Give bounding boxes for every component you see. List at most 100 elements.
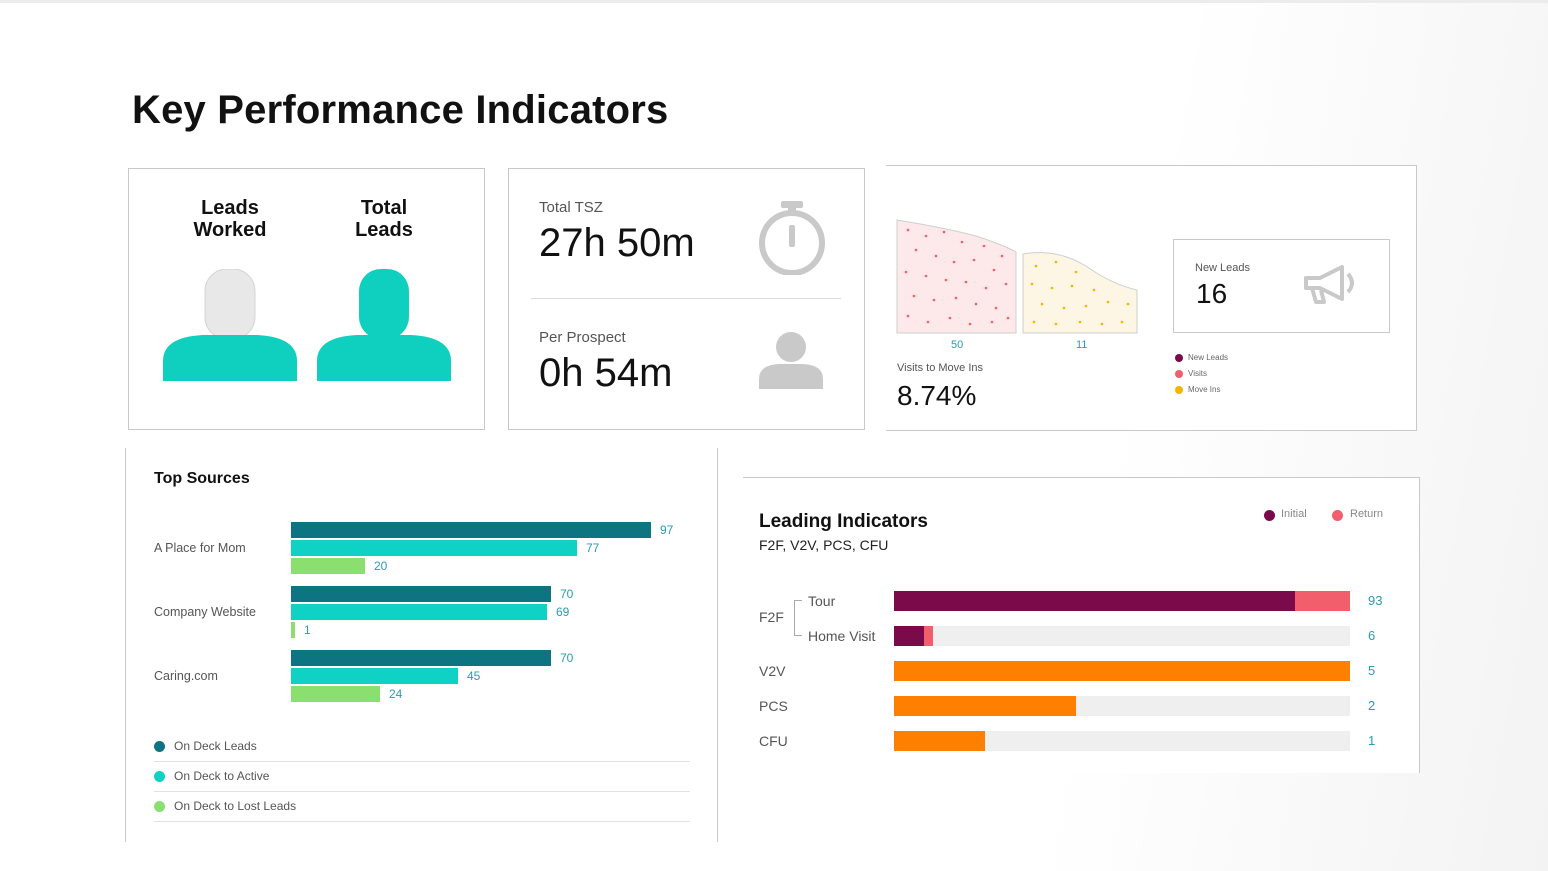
row-label-v2v: V2V xyxy=(759,663,786,679)
source-label-caring-com: Caring.com xyxy=(154,669,218,683)
top-sources-title: Top Sources xyxy=(154,470,250,487)
row-value-tour: 93 xyxy=(1368,593,1383,608)
bar-caring-com-on-deck-to-lost-leads xyxy=(291,686,380,702)
track-pcs xyxy=(894,696,1350,716)
user-icon xyxy=(759,332,823,389)
track-v2v xyxy=(894,661,1350,681)
bar-a-place-for-mom-on-deck-leads xyxy=(291,522,651,538)
legend-row-on-deck-to-active: On Deck to Active xyxy=(154,762,690,792)
top-sources-card: Top Sources A Place for Mom 97 77 20 Company… xyxy=(125,448,718,842)
visits-to-move-ins-label: Visits to Move Ins xyxy=(897,362,983,374)
total-tsz-label: Total TSZ xyxy=(539,199,603,216)
leads-card: Leads Worked 55 Total Leads 124 xyxy=(128,168,485,430)
bar-a-place-for-mom-on-deck-to-active xyxy=(291,540,577,556)
row-value-pcs: 2 xyxy=(1368,698,1376,713)
return-seg-home-visit xyxy=(923,626,933,646)
row-value-home-visit: 6 xyxy=(1368,628,1376,643)
fill-seg-v2v xyxy=(894,661,1350,681)
bar-company-website-on-deck-to-lost-leads xyxy=(291,622,295,638)
legend-dot-on-deck-to-lost xyxy=(154,801,165,812)
tsz-divider xyxy=(531,298,841,299)
top-sources-chart: A Place for Mom 97 77 20 Company Website 70 69… xyxy=(126,448,719,738)
bar-value-a-place-for-mom-on-deck-to-active: 77 xyxy=(586,541,600,555)
legend-label-move-ins: Move Ins xyxy=(1188,385,1221,394)
bar-caring-com-on-deck-to-active xyxy=(291,668,458,684)
per-prospect-value: 0h 54m xyxy=(539,351,673,395)
track-home-visit xyxy=(894,626,1350,646)
megaphone-icon xyxy=(1304,265,1354,304)
initial-seg-tour xyxy=(894,591,1296,611)
leading-indicators-title: Leading Indicators xyxy=(759,511,928,532)
leading-indicators-subtitle: F2F, V2V, PCS, CFU xyxy=(759,537,889,553)
bar-value-company-website-on-deck-leads: 70 xyxy=(560,587,574,601)
legend-dot-move-ins xyxy=(1175,386,1183,394)
legend-dot-visits xyxy=(1175,370,1183,378)
bar-value-a-place-for-mom-on-deck-to-lost-leads: 20 xyxy=(374,559,388,573)
bar-value-company-website-on-deck-to-lost-leads: 1 xyxy=(304,623,311,637)
new-leads-label: New Leads xyxy=(1195,262,1251,274)
bar-value-caring-com-on-deck-leads: 70 xyxy=(560,651,574,665)
bar-value-caring-com-on-deck-to-active: 45 xyxy=(467,669,481,683)
new-leads-value: 16 xyxy=(1196,278,1228,309)
per-prospect-label: Per Prospect xyxy=(539,329,626,346)
leading-indicators-card: Leading Indicators F2F, V2V, PCS, CFU In… xyxy=(743,477,1420,773)
new-leads-box: New Leads 16 xyxy=(1173,239,1390,333)
leads-worked-label: Leads Worked xyxy=(193,197,267,241)
row-label-tour: Tour xyxy=(808,593,836,609)
group-label-f2f: F2F xyxy=(759,609,784,625)
leading-indicators-chart: Tour 93 Home Visit 6 V2V 5 PCS 2 CFU 1 xyxy=(743,478,1420,774)
legend-dot-new-leads xyxy=(1175,354,1183,362)
total-tsz-value: 27h 50m xyxy=(539,221,695,265)
row-label-pcs: PCS xyxy=(759,698,788,714)
legend-label-on-deck-to-lost: On Deck to Lost Leads xyxy=(174,799,297,813)
bar-value-a-place-for-mom-on-deck-leads: 97 xyxy=(660,523,674,537)
bar-company-website-on-deck-leads xyxy=(291,586,551,602)
funnel-value-visits: 50 xyxy=(951,339,964,351)
source-label-a-place-for-mom: A Place for Mom xyxy=(154,541,246,555)
legend-row-on-deck-leads: On Deck Leads xyxy=(154,732,690,762)
person-grey-icon xyxy=(163,269,297,381)
legend-label-on-deck-leads: On Deck Leads xyxy=(174,739,257,753)
legend-row-on-deck-to-lost: On Deck to Lost Leads xyxy=(154,792,690,822)
bar-a-place-for-mom-on-deck-to-lost-leads xyxy=(291,558,365,574)
fill-seg-cfu xyxy=(894,731,986,751)
top-border xyxy=(0,0,1548,3)
fill-seg-pcs xyxy=(894,696,1077,716)
conversion-card: 50 11 Visits to Move Ins 8.74% New Leads… xyxy=(886,165,1417,431)
initial-seg-home-visit xyxy=(894,626,924,646)
page-title: Key Performance Indicators xyxy=(132,88,669,132)
legend-label-initial: Initial xyxy=(1281,508,1307,520)
track-cfu xyxy=(894,731,1350,751)
row-value-cfu: 1 xyxy=(1368,733,1376,748)
legend-dot-on-deck-to-active xyxy=(154,771,165,782)
stopwatch-icon xyxy=(759,201,825,275)
bar-value-caring-com-on-deck-to-lost-leads: 24 xyxy=(389,687,403,701)
f2f-bracket xyxy=(794,600,802,636)
source-label-company-website: Company Website xyxy=(154,605,256,619)
track-tour xyxy=(894,591,1350,611)
person-teal-icon xyxy=(317,269,451,381)
tsz-card: Total TSZ 27h 50m Per Prospect 0h 54m xyxy=(508,168,865,430)
legend-label-new-leads: New Leads xyxy=(1188,353,1229,362)
bar-company-website-on-deck-to-active xyxy=(291,604,547,620)
total-leads-value: 124 xyxy=(367,382,401,404)
visits-to-move-ins-value: 8.74% xyxy=(897,380,977,411)
legend-label-visits: Visits xyxy=(1188,369,1207,378)
row-label-cfu: CFU xyxy=(759,733,788,749)
return-seg-tour xyxy=(1295,591,1350,611)
legend-dot-return xyxy=(1332,510,1343,521)
funnel-chart xyxy=(896,219,1138,334)
leads-worked-column: Leads Worked 55 xyxy=(160,197,300,404)
total-leads-column: Total Leads 124 xyxy=(314,197,454,404)
bar-value-company-website-on-deck-to-active: 69 xyxy=(556,605,570,619)
row-value-v2v: 5 xyxy=(1368,663,1376,678)
bar-caring-com-on-deck-leads xyxy=(291,650,551,666)
row-label-home-visit: Home Visit xyxy=(808,628,876,644)
leads-worked-value: 55 xyxy=(218,382,242,404)
legend-label-on-deck-to-active: On Deck to Active xyxy=(174,769,270,783)
total-leads-label: Total Leads xyxy=(355,197,413,241)
legend-label-return: Return xyxy=(1350,508,1384,520)
funnel-value-move-ins: 11 xyxy=(1076,339,1088,351)
legend-dot-initial xyxy=(1264,510,1275,521)
legend-dot-on-deck-leads xyxy=(154,741,165,752)
